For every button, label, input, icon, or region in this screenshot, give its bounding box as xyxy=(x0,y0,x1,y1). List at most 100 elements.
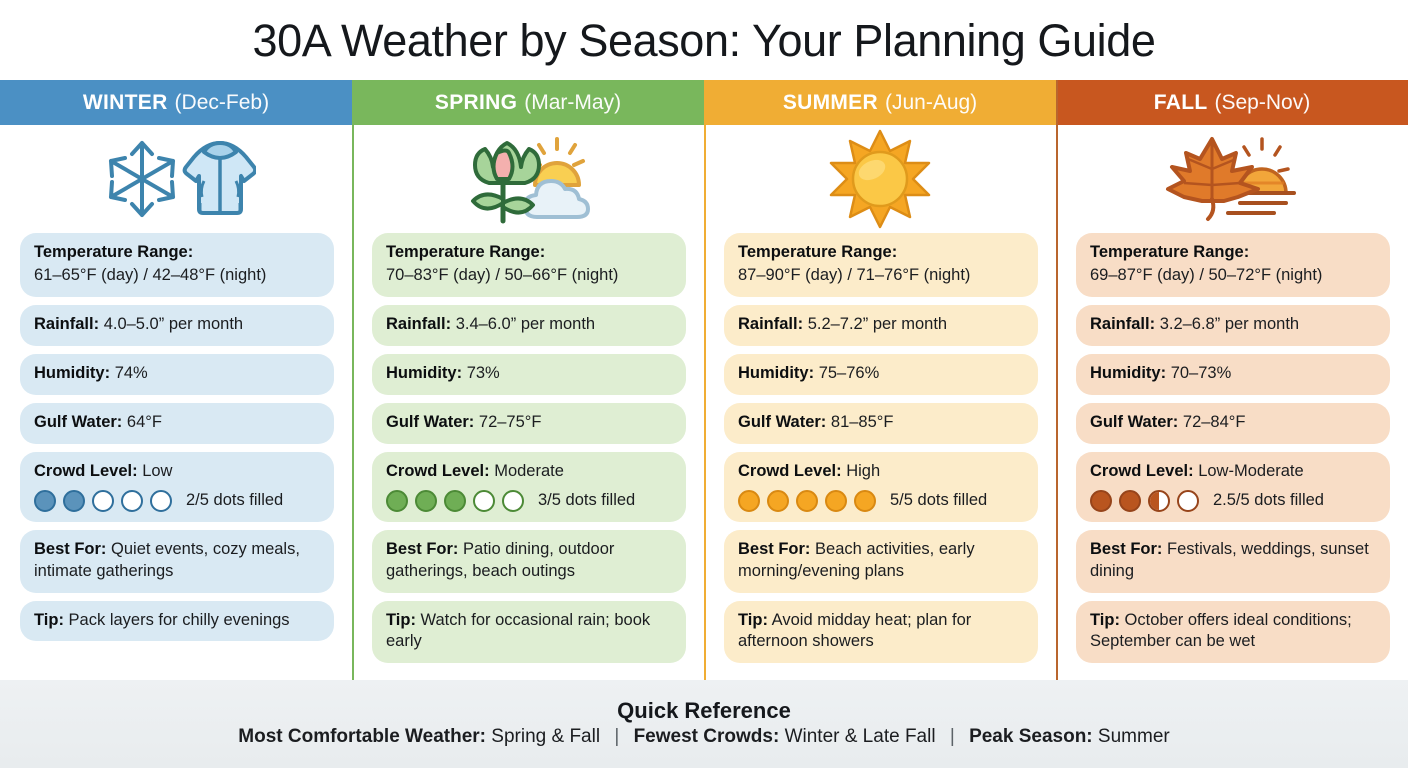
fact-value: 61–65°F (day) / 42–48°F (night) xyxy=(34,265,267,284)
fact-value: 70–83°F (day) / 50–66°F (night) xyxy=(386,265,619,284)
fact-value: 72–75°F xyxy=(478,412,542,431)
fact-gulf-water: Gulf Water: 64°F xyxy=(20,402,334,444)
crowd-dot xyxy=(34,489,56,512)
season-header-fall: FALL (Sep-Nov) xyxy=(1056,80,1408,125)
sun-icon xyxy=(704,125,1056,233)
crowd-dots-label: 2/5 dots filled xyxy=(186,490,284,509)
fact-label: Rainfall: xyxy=(34,314,100,333)
fact-gulf-water: Gulf Water: 72–84°F xyxy=(1076,402,1390,444)
fact-label: Humidity: xyxy=(738,363,815,382)
fact-value: Watch for occasional rain; book early xyxy=(386,610,651,651)
season-column-summer: SUMMER (Jun-Aug) Temperature Range: 87–9… xyxy=(704,80,1056,680)
footer-separator: | xyxy=(614,726,620,748)
fact-label: Best For: xyxy=(34,539,107,558)
quick-ref-value: Summer xyxy=(1097,726,1170,748)
crowd-dot xyxy=(415,489,437,512)
season-months: (Dec-Feb) xyxy=(174,90,270,114)
quick-ref-label: Most Comfortable Weather: xyxy=(238,726,487,748)
crowd-dot xyxy=(1177,489,1199,512)
crowd-dot xyxy=(767,489,789,512)
fact-tip: Tip: October offers ideal conditions; Se… xyxy=(1076,600,1390,664)
fact-label: Tip: xyxy=(34,610,64,629)
season-column-winter: WINTER (Dec-Feb) xyxy=(0,80,352,680)
facts-list-winter: Temperature Range: 61–65°F (day) / 42–48… xyxy=(0,233,352,680)
crowd-dots-label: 5/5 dots filled xyxy=(890,490,988,509)
fact-humidity: Humidity: 75–76% xyxy=(724,353,1038,395)
fact-temperature: Temperature Range: 69–87°F (day) / 50–72… xyxy=(1076,233,1390,297)
maple-leaf-sunset-icon xyxy=(1056,125,1408,233)
fact-label: Best For: xyxy=(738,539,811,558)
fact-value: 81–85°F xyxy=(830,412,894,431)
crowd-dot xyxy=(1090,489,1112,512)
crowd-dot xyxy=(796,489,818,512)
fact-label: Crowd Level: xyxy=(1090,461,1194,480)
fact-value: 87–90°F (day) / 71–76°F (night) xyxy=(738,265,971,284)
season-months: (Sep-Nov) xyxy=(1214,90,1311,114)
crowd-dot xyxy=(121,489,143,512)
fact-value: 70–73% xyxy=(1170,363,1232,382)
fact-crowd-level: Crowd Level: High 5/5 dots filled xyxy=(724,451,1038,522)
season-name: SPRING xyxy=(434,90,518,114)
fact-label: Tip: xyxy=(1090,610,1120,629)
fact-label: Temperature Range: xyxy=(34,243,194,261)
fact-crowd-level: Crowd Level: Low-Moderate 2.5/5 dots fil… xyxy=(1076,451,1390,522)
crowd-dot xyxy=(1148,489,1170,512)
quick-ref-value: Winter & Late Fall xyxy=(784,726,936,748)
fact-label: Rainfall: xyxy=(738,314,804,333)
fact-rainfall: Rainfall: 5.2–7.2” per month xyxy=(724,304,1038,346)
fact-label: Gulf Water: xyxy=(738,412,827,431)
crowd-dot xyxy=(92,489,114,512)
crowd-dots: 2.5/5 dots filled xyxy=(1090,489,1376,512)
crowd-dot xyxy=(63,489,85,512)
facts-list-spring: Temperature Range: 70–83°F (day) / 50–66… xyxy=(352,233,704,680)
fact-value: October offers ideal conditions; Septemb… xyxy=(1090,610,1352,651)
fact-temperature: Temperature Range: 70–83°F (day) / 50–66… xyxy=(372,233,686,297)
fact-label: Crowd Level: xyxy=(738,461,842,480)
fact-value: Low xyxy=(142,461,173,480)
fact-label: Humidity: xyxy=(34,363,111,382)
quick-ref-label: Peak Season: xyxy=(969,726,1093,748)
fact-tip: Tip: Watch for occasional rain; book ear… xyxy=(372,600,686,664)
fact-value: 72–84°F xyxy=(1182,412,1246,431)
crowd-dot xyxy=(386,489,408,512)
fact-label: Crowd Level: xyxy=(386,461,490,480)
season-header-spring: SPRING (Mar-May) xyxy=(352,80,704,125)
fact-value: Pack layers for chilly evenings xyxy=(68,610,290,629)
fact-label: Gulf Water: xyxy=(386,412,475,431)
season-columns: WINTER (Dec-Feb) xyxy=(0,80,1408,680)
fact-best-for: Best For: Patio dining, outdoor gatherin… xyxy=(372,529,686,593)
fact-crowd-level: Crowd Level: Moderate 3/5 dots filled xyxy=(372,451,686,522)
fact-label: Temperature Range: xyxy=(1090,243,1250,261)
fact-label: Temperature Range: xyxy=(738,243,898,261)
crowd-dot xyxy=(854,489,876,512)
fact-rainfall: Rainfall: 3.4–6.0” per month xyxy=(372,304,686,346)
page-title: 30A Weather by Season: Your Planning Gui… xyxy=(252,14,1156,66)
facts-list-summer: Temperature Range: 87–90°F (day) / 71–76… xyxy=(704,233,1056,680)
quick-reference-footer: Quick Reference Most Comfortable Weather… xyxy=(0,680,1408,768)
quick-ref-item-0: Most Comfortable Weather: Spring & Fall xyxy=(238,726,605,747)
fact-humidity: Humidity: 70–73% xyxy=(1076,353,1390,395)
quick-ref-label: Fewest Crowds: xyxy=(633,726,780,748)
fact-value: 5.2–7.2” per month xyxy=(807,314,948,333)
crowd-dots: 5/5 dots filled xyxy=(738,489,1024,512)
fact-value: Moderate xyxy=(494,461,564,480)
fact-best-for: Best For: Festivals, weddings, sunset di… xyxy=(1076,529,1390,593)
season-column-fall: FALL (Sep-Nov) xyxy=(1056,80,1408,680)
crowd-dot xyxy=(825,489,847,512)
fact-label: Rainfall: xyxy=(1090,314,1156,333)
season-months: (Mar-May) xyxy=(524,90,622,114)
fact-gulf-water: Gulf Water: 81–85°F xyxy=(724,402,1038,444)
quick-reference-line: Most Comfortable Weather: Spring & Fall … xyxy=(238,726,1169,749)
crowd-dot xyxy=(444,489,466,512)
facts-list-fall: Temperature Range: 69–87°F (day) / 50–72… xyxy=(1056,233,1408,680)
fact-temperature: Temperature Range: 61–65°F (day) / 42–48… xyxy=(20,233,334,297)
fact-best-for: Best For: Quiet events, cozy meals, inti… xyxy=(20,529,334,593)
fact-label: Tip: xyxy=(738,610,768,629)
fact-label: Gulf Water: xyxy=(1090,412,1179,431)
fact-value: Low-Moderate xyxy=(1198,461,1304,480)
crowd-dot xyxy=(738,489,760,512)
fact-label: Humidity: xyxy=(386,363,463,382)
fact-label: Crowd Level: xyxy=(34,461,138,480)
crowd-dot xyxy=(473,489,495,512)
